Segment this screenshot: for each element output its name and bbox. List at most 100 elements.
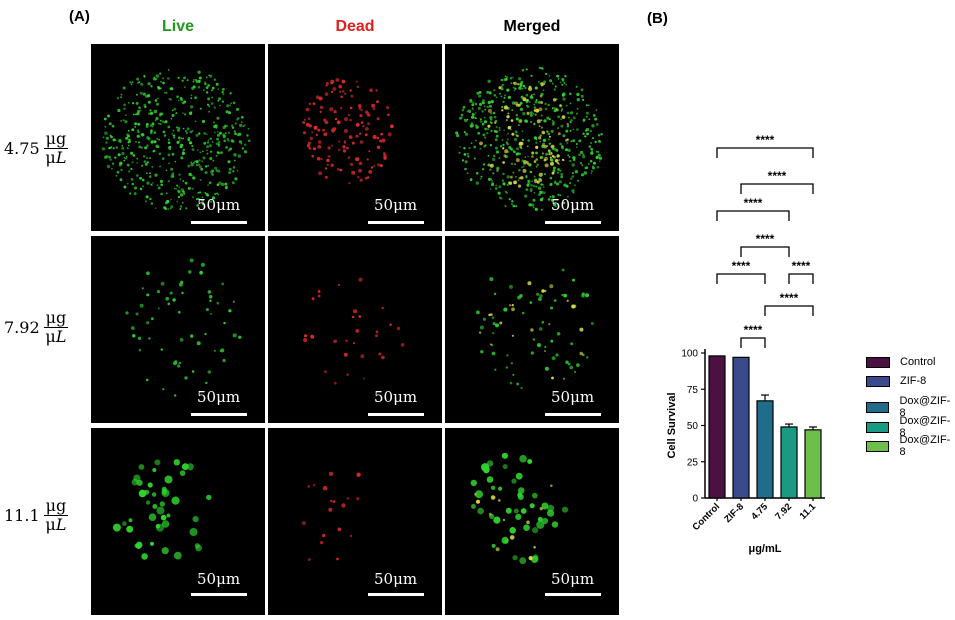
cell-dot (360, 354, 365, 359)
cell-dot (188, 172, 192, 176)
unit-fraction: μg μL (43, 309, 69, 345)
cell-dot (463, 131, 466, 134)
bar-Control (708, 355, 726, 499)
cell-dot (357, 175, 360, 179)
cell-dot (170, 174, 174, 178)
cell-dot (506, 183, 509, 186)
cell-dot (152, 504, 158, 509)
cell-dot (333, 339, 337, 344)
cell-dot (232, 333, 237, 338)
cell-dot (138, 106, 141, 109)
cell-dot (306, 122, 310, 127)
cell-dot (502, 143, 505, 146)
cell-dot (375, 89, 378, 92)
cell-dot (542, 186, 545, 189)
cell-dot (307, 141, 311, 145)
cell-dot (587, 104, 590, 107)
cell-dot (562, 201, 566, 205)
cell-dot (555, 353, 559, 357)
cell-dot (317, 145, 322, 149)
cell-dot (590, 142, 593, 144)
cell-dot (565, 148, 568, 152)
cell-dot (521, 87, 524, 90)
cell-dot (475, 139, 477, 142)
cell-dot (198, 191, 201, 194)
cell-dot (346, 497, 349, 500)
cell-dot (201, 199, 204, 202)
cell-dot (183, 100, 187, 104)
cell-dot (518, 119, 523, 124)
cell-dot (150, 130, 153, 133)
cell-dot (503, 129, 505, 131)
cell-dot (107, 114, 110, 118)
cell-dot (176, 184, 179, 187)
cell-dot (580, 94, 584, 98)
cell-dot (177, 99, 180, 102)
cell-dot (522, 112, 526, 116)
cell-dot (478, 331, 482, 334)
cell-dot (500, 95, 503, 98)
cell-dot (167, 77, 170, 80)
cell-dot (319, 110, 322, 113)
cell-dot (526, 162, 530, 165)
cell-dot (375, 334, 378, 338)
cell-dot (505, 366, 509, 369)
cell-dot (144, 162, 148, 166)
cell-dot (513, 89, 516, 92)
cell-dot (571, 175, 574, 178)
column-header-live: Live (161, 18, 194, 35)
cell-dot (460, 113, 464, 117)
cell-dot (542, 184, 544, 186)
cell-dot (178, 173, 181, 176)
cell-dot (165, 296, 169, 301)
scale-bar (545, 593, 601, 596)
cell-dot (526, 99, 529, 102)
cell-dot (151, 492, 157, 497)
cell-dot (204, 165, 208, 168)
cell-dot (312, 147, 316, 151)
cell-dot (199, 179, 202, 181)
bar-ZIF-8 (732, 356, 750, 499)
cell-dot (576, 92, 580, 97)
cell-dot (566, 299, 569, 302)
cell-dot (355, 134, 359, 138)
cell-dot (172, 298, 176, 302)
cell-dot (315, 133, 319, 137)
cell-dot (354, 157, 359, 161)
cell-dot (178, 310, 181, 314)
cell-dot (150, 202, 154, 205)
cell-dot (213, 349, 216, 352)
significance-bracket (788, 273, 814, 284)
cell-dot (161, 520, 170, 528)
cell-dot (536, 163, 539, 167)
cell-dot (460, 116, 463, 119)
cell-dot (307, 117, 311, 121)
scale-bar (191, 593, 247, 596)
cell-dot (179, 193, 184, 197)
cell-dot (475, 124, 477, 127)
panel-b-label: (B) (647, 10, 668, 27)
cell-dot (125, 156, 128, 158)
cell-dot (526, 520, 530, 525)
cell-dot (317, 140, 322, 144)
cell-dot (575, 143, 578, 145)
cell-dot (175, 126, 179, 129)
cell-dot (351, 141, 355, 145)
cell-dot (478, 91, 482, 94)
cell-dot (150, 317, 154, 321)
cell-dot (517, 295, 521, 300)
cell-dot (565, 83, 567, 86)
cell-dot (565, 129, 569, 133)
cell-dot (501, 452, 508, 459)
cell-dot (153, 131, 157, 134)
scale-bar (368, 593, 424, 596)
cell-dot (167, 69, 170, 71)
cell-dot (476, 310, 480, 315)
cell-dot (510, 362, 513, 365)
cell-dot (566, 195, 569, 198)
cell-dot (550, 339, 554, 343)
cell-dot (533, 136, 537, 140)
cell-dot (303, 338, 308, 342)
cell-dot (205, 76, 208, 79)
legend-item: Dox@ZIF-8 (866, 434, 955, 458)
